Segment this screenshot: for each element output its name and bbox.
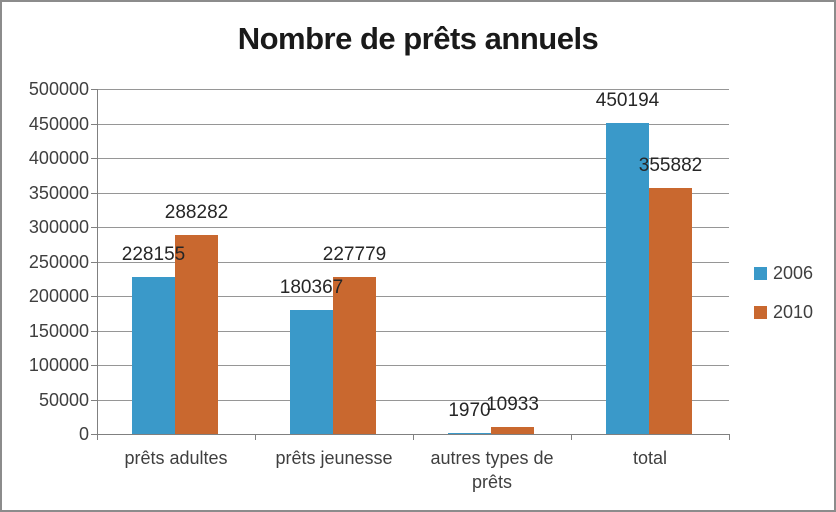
chart-title: Nombre de prêts annuels [237,21,599,56]
y-axis-tick [91,89,97,90]
x-axis-tick [255,434,256,440]
y-axis-tick [91,158,97,159]
y-axis-tick [91,123,97,125]
bar-2006-pr-ts-adultes [132,276,175,434]
x-axis-tick [729,434,730,440]
y-axis-tick-label: 400000 [28,148,89,168]
x-axis-category-label: total [632,448,668,468]
legend-swatch-2010 [754,305,767,319]
gridline [97,261,729,263]
y-axis-tick [91,296,97,297]
bar-2010-total [649,188,692,434]
y-axis-tick-label: 100000 [28,355,89,375]
y-axis-tick [91,434,97,435]
data-label: 228155 [121,243,186,265]
bar-2006-pr-ts-jeunesse [290,309,333,434]
legend-label: 2010 [773,302,814,322]
data-label: 180367 [279,276,344,298]
data-label: 450194 [595,90,660,112]
data-label: 227779 [322,243,387,265]
data-label: 1970 [448,399,491,421]
data-label: 355882 [638,155,703,177]
y-axis-tick-label: 150000 [28,320,89,341]
y-axis-tick-label: 300000 [28,217,89,237]
y-axis-tick-label: 500000 [28,79,89,99]
x-axis-category-label: prêts jeunesse [275,448,393,468]
bar-2006-autres-types-de-pr-ts [448,432,491,434]
y-axis-line [97,89,98,434]
gridline [97,158,729,159]
data-label: 288282 [164,202,229,224]
x-axis-tick [571,434,572,440]
x-axis-tick [97,434,98,440]
gridline [97,365,729,366]
y-axis-tick [91,399,97,401]
gridline [97,89,729,90]
legend-swatch-2006 [754,266,767,280]
legend: 2006 2010 [754,261,813,339]
gridline [97,296,729,297]
y-axis-tick [91,227,97,228]
y-axis-tick [91,365,97,366]
y-axis-tick-label: 450000 [28,113,89,134]
x-axis-category-label: autres types de prêts [430,448,554,492]
x-axis-category-label: prêts adultes [124,448,228,468]
bar-2010-autres-types-de-pr-ts [491,426,534,434]
gridline [97,192,729,194]
y-axis-tick [91,192,97,194]
data-label: 10933 [486,393,539,415]
y-axis-tick-label: 350000 [28,182,89,203]
y-axis-tick-label: 0 [78,424,89,444]
gridline [97,330,729,332]
y-axis-tick-label: 200000 [28,286,89,306]
y-axis-tick-label: 250000 [28,251,89,272]
x-axis-tick [413,434,414,440]
bar-2006-total [606,123,649,434]
gridline [97,399,729,401]
y-axis-tick-label: 50000 [38,389,89,410]
bar-2010-pr-ts-jeunesse [333,276,376,434]
bar-2010-pr-ts-adultes [175,235,218,434]
y-axis-tick [91,261,97,263]
legend-item-2006: 2006 [754,261,813,285]
y-axis-tick [91,330,97,332]
gridline [97,227,729,228]
legend-item-2010: 2010 [754,300,813,324]
legend-label: 2006 [773,263,814,283]
gridline [97,123,729,125]
